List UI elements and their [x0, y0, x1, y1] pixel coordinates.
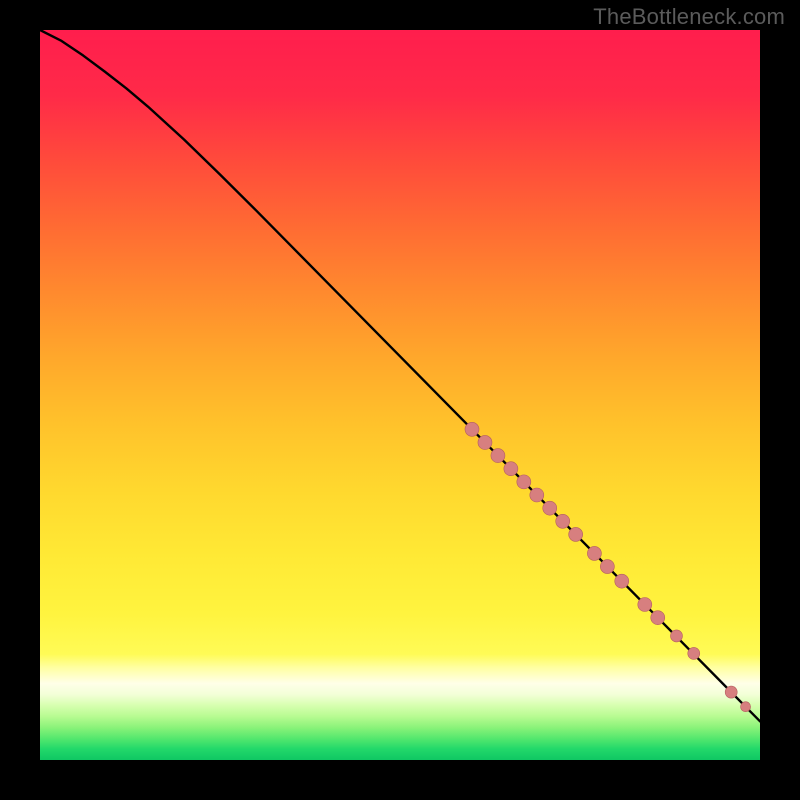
marker-point	[600, 560, 614, 574]
marker-point	[517, 475, 531, 489]
marker-point	[615, 574, 629, 588]
marker-point	[543, 501, 557, 515]
marker-point	[587, 546, 601, 560]
marker-point	[741, 702, 751, 712]
chart-svg	[40, 30, 760, 760]
marker-point	[670, 630, 682, 642]
marker-point	[725, 686, 737, 698]
marker-point	[688, 647, 700, 659]
plot-area	[40, 30, 760, 760]
marker-point	[491, 449, 505, 463]
marker-point	[478, 435, 492, 449]
marker-point	[651, 611, 665, 625]
marker-point	[504, 462, 518, 476]
marker-point	[569, 527, 583, 541]
marker-point	[530, 488, 544, 502]
marker-point	[556, 514, 570, 528]
chart-gradient-bg	[40, 30, 760, 760]
marker-point	[465, 422, 479, 436]
watermark-text: TheBottleneck.com	[593, 4, 785, 30]
marker-point	[638, 598, 652, 612]
chart-frame: TheBottleneck.com	[0, 0, 800, 800]
